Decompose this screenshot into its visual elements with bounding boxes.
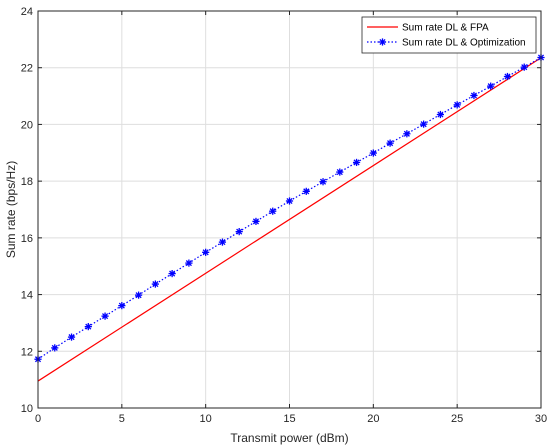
data-point bbox=[436, 110, 444, 119]
y-tick-label: 22 bbox=[21, 63, 33, 75]
data-point bbox=[285, 197, 294, 205]
x-tick-label: 25 bbox=[451, 413, 463, 425]
y-tick-label: 18 bbox=[21, 176, 33, 188]
data-point bbox=[67, 333, 76, 341]
y-tick-label: 16 bbox=[21, 233, 33, 245]
data-point bbox=[269, 207, 277, 215]
y-tick-label: 12 bbox=[21, 346, 33, 358]
tick-labels: 0 5 10 15 20 25 30 10 12 14 16 18 20 22 24 bbox=[21, 6, 547, 425]
y-tick-label: 20 bbox=[21, 119, 33, 131]
x-tick-label: 20 bbox=[367, 413, 379, 425]
data-point bbox=[168, 269, 176, 278]
data-point bbox=[185, 259, 193, 267]
legend-box bbox=[361, 16, 537, 54]
data-point bbox=[352, 158, 361, 167]
data-point bbox=[420, 120, 428, 128]
data-point bbox=[453, 101, 461, 109]
data-point bbox=[218, 238, 227, 246]
data-point bbox=[503, 72, 512, 81]
data-point bbox=[336, 168, 344, 176]
data-point bbox=[520, 63, 528, 71]
data-point bbox=[470, 91, 478, 100]
series-line-0 bbox=[37, 57, 542, 382]
x-tick-label: 15 bbox=[283, 413, 295, 425]
data-point bbox=[252, 217, 260, 226]
legend: Sum rate DL & FPA Sum rate DL & Optimiza… bbox=[361, 16, 537, 54]
data-point bbox=[487, 82, 495, 90]
x-tick-label: 0 bbox=[35, 413, 41, 425]
data-point bbox=[319, 178, 327, 186]
data-point bbox=[403, 130, 411, 138]
y-tick-label: 14 bbox=[21, 290, 33, 302]
data-point bbox=[235, 228, 243, 236]
y-axis-label: Sum rate (bps/Hz) bbox=[4, 161, 18, 258]
grid-lines bbox=[38, 11, 541, 408]
legend-label-optimization: Sum rate DL & Optimization bbox=[402, 38, 526, 49]
legend-asterisk-icon bbox=[378, 38, 387, 46]
data-point bbox=[118, 302, 126, 310]
legend-marker-asterisk bbox=[378, 38, 387, 46]
x-tick-label: 30 bbox=[535, 413, 547, 425]
data-point bbox=[302, 187, 310, 195]
data-point bbox=[386, 139, 394, 147]
data-point bbox=[135, 291, 143, 299]
x-tick-label: 10 bbox=[200, 413, 212, 425]
data-point bbox=[202, 248, 210, 256]
data-point bbox=[51, 344, 59, 352]
y-tick-label: 24 bbox=[21, 6, 33, 18]
x-tick-label: 5 bbox=[119, 413, 125, 425]
y-tick-label: 10 bbox=[21, 403, 33, 415]
data-point bbox=[151, 280, 159, 288]
x-axis-label: Transmit power (dBm) bbox=[230, 431, 348, 445]
legend-label-fpa: Sum rate DL & FPA bbox=[402, 23, 489, 34]
data-point bbox=[84, 323, 92, 331]
data-point bbox=[369, 149, 377, 157]
data-point bbox=[101, 312, 109, 320]
